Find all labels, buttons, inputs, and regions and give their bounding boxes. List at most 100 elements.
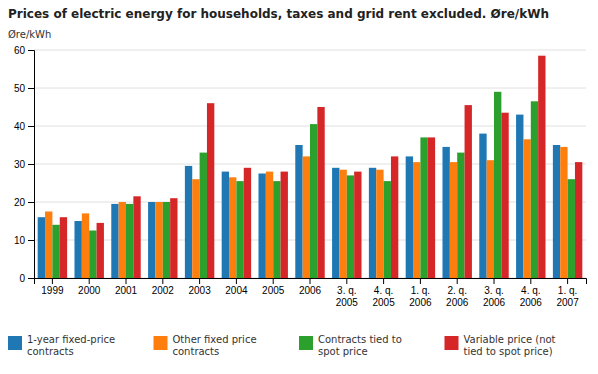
x-tick: 2. q.2006 bbox=[446, 278, 469, 308]
bar bbox=[45, 212, 52, 279]
y-axis-line bbox=[28, 51, 35, 279]
y-axis-label: Øre/kWh bbox=[8, 29, 51, 40]
y-tick: 0 bbox=[19, 273, 34, 284]
bar bbox=[501, 113, 508, 278]
bar bbox=[192, 179, 199, 278]
x-tick: 1. q.2007 bbox=[556, 278, 579, 308]
x-tick-label-line: 2006 bbox=[483, 297, 506, 308]
bar bbox=[119, 202, 126, 278]
x-tick-label: 2006 bbox=[299, 285, 322, 296]
bar bbox=[310, 124, 317, 278]
x-tick: 2000 bbox=[78, 278, 101, 296]
x-tick-mark bbox=[310, 278, 311, 284]
x-tick: 3. q.2005 bbox=[336, 278, 359, 308]
bar bbox=[89, 231, 96, 279]
bar bbox=[295, 145, 302, 278]
bar bbox=[479, 134, 486, 278]
x-tick-label: 2002 bbox=[152, 285, 175, 296]
bar bbox=[207, 103, 214, 278]
y-tick-label: 30 bbox=[14, 159, 26, 170]
legend-item: Variable price (nottied to spot price) bbox=[445, 334, 556, 357]
bars bbox=[38, 56, 583, 278]
bar bbox=[281, 172, 288, 278]
bar bbox=[560, 147, 567, 278]
y-tick-label: 40 bbox=[14, 121, 26, 132]
legend-item: 1-year fixed-pricecontracts bbox=[8, 334, 115, 357]
x-tick-mark bbox=[162, 278, 163, 284]
bar bbox=[163, 202, 170, 278]
bar bbox=[575, 162, 582, 278]
x-tick: 2006 bbox=[299, 278, 322, 296]
x-tick-label-line: 4. q. bbox=[374, 285, 393, 296]
x-tick-label: 2001 bbox=[115, 285, 138, 296]
x-tick-label-line: 2005 bbox=[372, 297, 395, 308]
x-tick-label: 2003 bbox=[188, 285, 211, 296]
bar bbox=[457, 153, 464, 278]
bar bbox=[38, 217, 45, 278]
bar bbox=[420, 137, 427, 278]
bar bbox=[244, 168, 251, 278]
bar bbox=[273, 181, 280, 278]
x-tick-mark bbox=[52, 278, 53, 284]
x-tick: 2002 bbox=[152, 278, 175, 296]
x-tick-mark bbox=[494, 278, 495, 284]
x-tick: 2003 bbox=[188, 278, 211, 296]
x-tick-label-line: 2005 bbox=[262, 285, 285, 296]
bar bbox=[413, 162, 420, 278]
y-tick-label: 60 bbox=[14, 45, 26, 56]
bar bbox=[354, 172, 361, 278]
y-tick-mark bbox=[28, 202, 34, 203]
y-tick-label: 50 bbox=[14, 83, 26, 94]
bar bbox=[52, 225, 59, 278]
grid bbox=[34, 50, 586, 278]
bar bbox=[97, 223, 104, 278]
x-tick-label-line: 2005 bbox=[336, 297, 359, 308]
bar bbox=[229, 177, 236, 278]
legend-label-line: 1-year fixed-price bbox=[27, 334, 115, 345]
x-tick-mark bbox=[383, 278, 384, 284]
x-tick-mark bbox=[457, 278, 458, 284]
x-tick-label: 2004 bbox=[225, 285, 248, 296]
y-tick-mark bbox=[28, 126, 34, 127]
bar bbox=[523, 139, 530, 278]
bar bbox=[553, 145, 560, 278]
y-tick-label: 10 bbox=[14, 235, 26, 246]
plot-area: 0 10 20 30 40 50 60 1999 2000 2001 2002 2003 2004 200… bbox=[14, 45, 587, 308]
legend-label-line: Contracts tied to bbox=[318, 334, 402, 345]
bar bbox=[376, 170, 383, 278]
bar-series bbox=[60, 56, 583, 278]
x-tick-label-line: 2006 bbox=[299, 285, 322, 296]
bar bbox=[347, 175, 354, 278]
x-tick-mark bbox=[126, 278, 127, 284]
y-tick-mark bbox=[28, 240, 34, 241]
x-tick-label-line: 2003 bbox=[188, 285, 211, 296]
x-tick-label: 2. q.2006 bbox=[446, 285, 469, 308]
y-tick-mark bbox=[28, 278, 34, 279]
x-tick-label-line: 2006 bbox=[520, 297, 543, 308]
x-tick-mark bbox=[567, 278, 568, 284]
bar bbox=[531, 101, 538, 278]
x-tick-label-line: 2001 bbox=[115, 285, 138, 296]
bar bbox=[303, 156, 310, 278]
legend-swatch bbox=[299, 336, 313, 350]
bar bbox=[465, 105, 472, 278]
x-tick-label-line: 2007 bbox=[556, 297, 579, 308]
bar bbox=[170, 198, 177, 278]
legend-label-line: Variable price (not bbox=[464, 334, 556, 345]
x-tick: 3. q.2006 bbox=[483, 278, 506, 308]
y-tick-label: 20 bbox=[14, 197, 26, 208]
chart: Prices of electric energy for households… bbox=[0, 0, 598, 374]
y-tick-mark bbox=[28, 50, 34, 51]
x-axis: 199920002001200220032004200520063. q.200… bbox=[35, 278, 587, 308]
bar bbox=[406, 156, 413, 278]
x-tick-label-line: 1999 bbox=[41, 285, 64, 296]
legend-label: Contracts tied tospot price bbox=[318, 334, 402, 357]
bar bbox=[222, 172, 229, 278]
x-tick-label-line: 2000 bbox=[78, 285, 101, 296]
y-tick: 40 bbox=[14, 121, 34, 132]
bar bbox=[450, 162, 457, 278]
bar bbox=[133, 196, 140, 278]
legend-label-line: Other fixed price bbox=[173, 334, 257, 345]
x-tick: 2004 bbox=[225, 278, 248, 296]
bar bbox=[391, 156, 398, 278]
